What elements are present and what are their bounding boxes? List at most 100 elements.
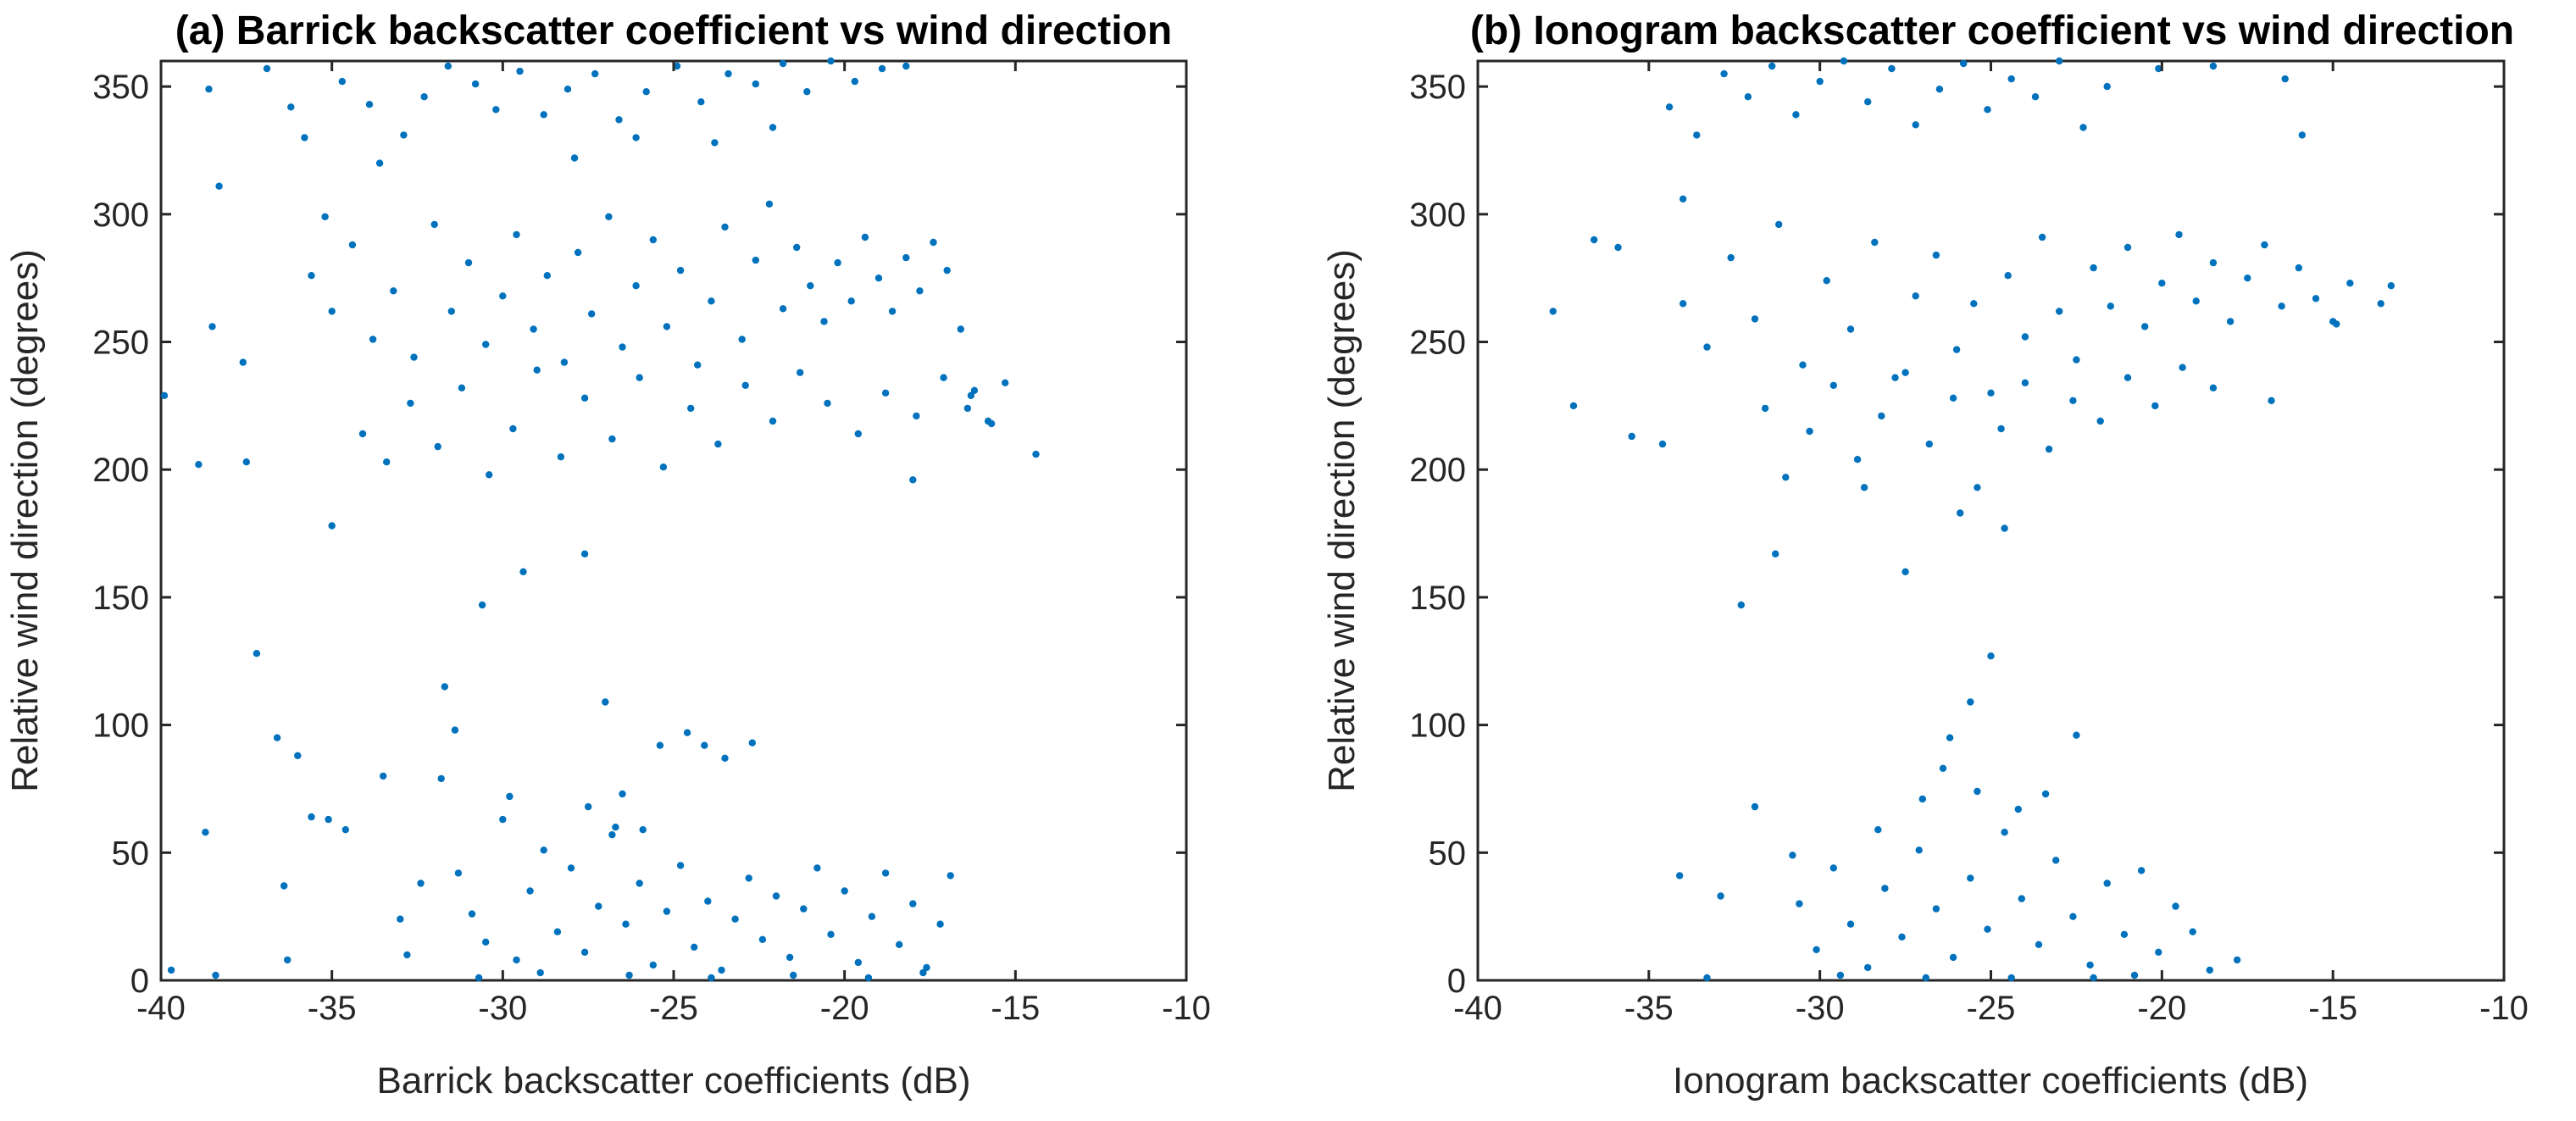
panel-b-point [2007,974,2015,982]
panel-a-point [779,305,787,313]
panel-a-point [752,256,759,264]
panel-a-point [242,458,250,466]
panel-a-point [676,862,685,869]
panel-b-point [1967,874,1974,882]
panel-a-point [1032,450,1040,458]
panel-a-points [160,57,1040,982]
panel-b-y-tick-label: 350 [1409,69,1466,106]
panel-a-point [861,233,869,241]
panel-a-point [807,282,814,290]
panel-b-point [1932,905,1940,913]
panel-b-point [1915,846,1923,854]
panel-b: (b) Ionogram backscatter coefficient vs … [1321,8,2529,1102]
panel-b-point [2021,379,2029,386]
panel-a-point [881,389,890,397]
panel-b-point [2151,402,2159,410]
panel-b-point [1796,900,1803,907]
panel-a-point [854,958,862,967]
panel-a-point [287,103,295,111]
panel-a-point [800,905,808,913]
panel-b-point [1952,346,1961,353]
panel-a-point [506,792,514,801]
panel-a-x-label: Barrick backscatter coefficients (dB) [377,1060,971,1102]
panel-a-point [308,272,315,280]
panel-a-point [708,297,715,305]
panel-b-point [2281,75,2289,83]
panel-a-y-tick-label: 100 [92,708,149,745]
panel-a-point [407,399,414,408]
panel-b-point [1946,734,1954,741]
panel-a-point [208,323,216,330]
panel-a-point [769,124,777,131]
panel-a-point [779,59,787,68]
panel-a-point [765,200,774,208]
panel-a-point [923,963,930,972]
panel-b-point [2004,272,2012,280]
panel-a-point [619,790,626,798]
panel-a-point [513,956,520,964]
panel-a-point [748,739,756,746]
panel-b-point [1871,238,1879,247]
panel-a-y-tick-label: 0 [130,963,149,1000]
panel-b-point [2155,64,2162,73]
panel-a-point [659,463,668,471]
panel-b-point [2192,297,2200,305]
panel-a-point [458,384,466,391]
panel-a-point [940,374,947,381]
panel-b-point [1737,601,1745,609]
panel-b-point [1717,892,1724,900]
panel-a-point [441,683,448,691]
panel-b-point [1836,971,1845,979]
panel-b-point [2107,302,2114,310]
panel-b-points [1549,57,2395,982]
panel-b-point [2090,974,2097,982]
panel-b-point [2155,948,2162,957]
panel-a-point [676,266,685,275]
panel-a-point [321,213,329,220]
panel-b-point [1789,852,1796,859]
panel-a-point [738,336,746,343]
panel-a-point [827,57,835,65]
panel-b-point [1569,402,1578,410]
panel-a-point [509,425,517,433]
panel-b-point [1720,69,1728,78]
panel-b-point [2035,941,2043,949]
panel-b-point [2130,971,2139,979]
panel-a-point [608,831,616,839]
panel-b-point [1949,953,1957,962]
panel-a-point [786,953,794,962]
panel-a-point [605,213,613,220]
panel-a-point [540,111,547,119]
panel-a-point [721,754,729,762]
panel-b-point [2226,318,2235,325]
panel-a-x-tick-label: -35 [308,990,357,1027]
panel-a-point [827,930,835,939]
panel-b-point [1679,195,1687,203]
panel-a-plot-area [159,59,1188,982]
panel-a-point [694,361,702,369]
panel-a-point [294,752,302,759]
panel-b-point [1829,864,1837,872]
panel-b-point [1864,98,1872,106]
panel-b-point [1840,57,1848,65]
panel-a-y-tick-label: 300 [92,197,149,234]
panel-b-point [1658,440,1667,448]
panel-b-point [2312,295,2320,302]
panel-b-point [1967,698,1974,706]
panel-b-x-tick-label: -20 [2137,990,2186,1027]
panel-b-point [1846,920,1855,928]
panel-a-point [383,458,391,466]
panel-a-y-ticks: 0 50 100 150 200 250 300 350 [92,69,1186,1000]
panel-a-point [580,550,589,558]
panel-a-point [301,134,308,142]
panel-b-x-tick-label: -10 [2479,990,2529,1027]
panel-a-point [902,253,910,262]
panel-b-point [1984,106,1991,114]
panel-a-point [447,308,455,315]
panel-a-y-tick-label: 350 [92,69,149,106]
panel-a-point [930,238,937,247]
panel-a-point [854,430,862,438]
panel-a-point [851,77,858,86]
panel-b-point [1997,425,2005,433]
